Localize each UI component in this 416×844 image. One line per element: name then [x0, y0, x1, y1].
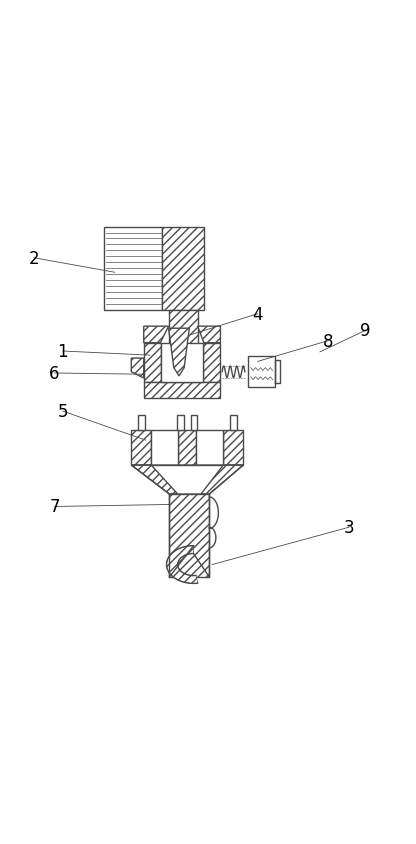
Bar	[138, 416, 145, 430]
Bar	[248, 356, 275, 387]
Polygon shape	[201, 466, 243, 495]
Bar	[196, 430, 223, 466]
Bar	[178, 430, 196, 466]
Bar	[104, 227, 162, 311]
Bar	[168, 311, 198, 398]
Bar	[161, 344, 203, 382]
Text: 1: 1	[57, 343, 68, 360]
Polygon shape	[131, 359, 144, 378]
Bar	[162, 227, 204, 311]
Bar	[144, 382, 220, 398]
Text: 7: 7	[50, 498, 60, 516]
Polygon shape	[198, 327, 220, 344]
Text: 4: 4	[253, 306, 263, 323]
Bar	[223, 430, 243, 466]
Text: 2: 2	[29, 250, 39, 268]
Polygon shape	[131, 466, 178, 495]
Text: 9: 9	[360, 322, 371, 340]
Text: 3: 3	[344, 518, 354, 537]
Text: 8: 8	[323, 333, 334, 350]
Polygon shape	[144, 327, 168, 344]
Bar	[169, 495, 209, 577]
Bar	[144, 344, 161, 382]
Bar	[191, 416, 197, 430]
Text: 5: 5	[58, 403, 68, 420]
Polygon shape	[168, 329, 189, 376]
Bar	[131, 430, 151, 466]
Bar	[177, 416, 184, 430]
Polygon shape	[166, 546, 198, 584]
Bar	[151, 430, 178, 466]
Text: 6: 6	[50, 365, 60, 382]
Bar	[230, 416, 237, 430]
Bar	[203, 344, 220, 382]
